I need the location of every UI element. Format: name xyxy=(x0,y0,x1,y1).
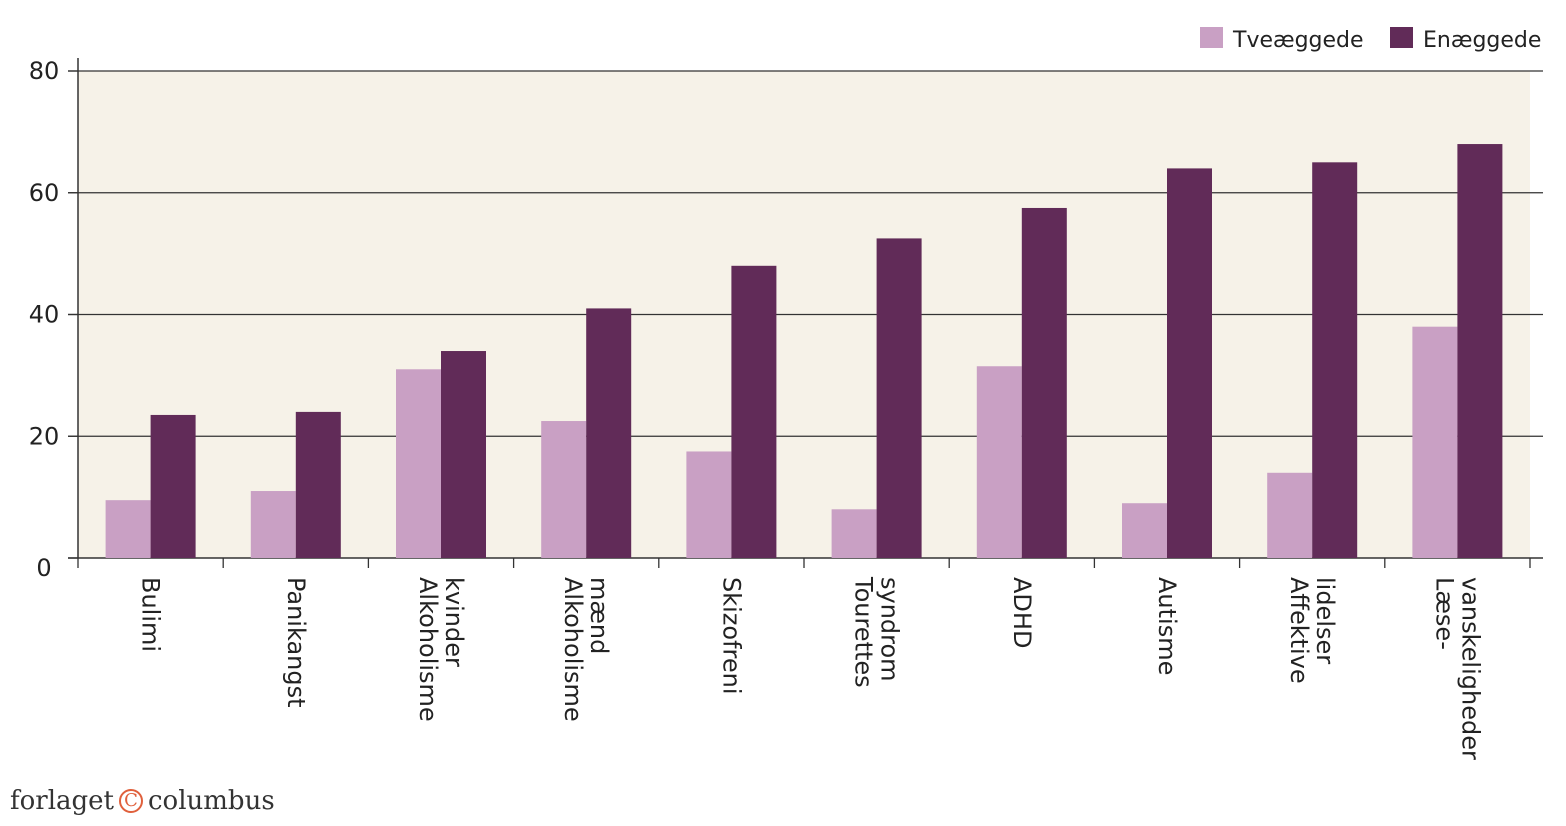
x-tick-label: Alkoholisme xyxy=(559,577,587,722)
bar-enaeggede xyxy=(1167,168,1212,558)
bar-tveaeggede xyxy=(105,500,151,558)
x-tick-label: Panikangst xyxy=(282,577,310,708)
bar-tveaeggede xyxy=(976,366,1022,558)
bar-enaeggede xyxy=(295,411,341,558)
bar-enaeggede xyxy=(441,351,486,558)
bar-tveaeggede xyxy=(1122,503,1167,558)
x-tick-label: Læse- xyxy=(1430,577,1458,650)
bar-tveaeggede xyxy=(250,491,296,558)
x-tick-label: syndrom xyxy=(876,577,904,682)
bar-enaeggede xyxy=(1457,144,1503,559)
bar-tveaeggede xyxy=(541,421,587,558)
bar-enaeggede xyxy=(586,308,632,558)
legend-label-enaeggede: Enæggede xyxy=(1423,28,1541,53)
y-tick-label: 20 xyxy=(29,422,60,450)
x-tick-label: kvinder xyxy=(440,577,468,667)
bar-enaeggede xyxy=(150,414,196,558)
bar-tveaeggede xyxy=(686,451,732,558)
bar-enaeggede xyxy=(1021,207,1067,558)
y-tick-label: 0 xyxy=(36,554,51,582)
legend-label-tveaeggede: Tveæggede xyxy=(1232,28,1364,53)
x-tick-label: Skizofreni xyxy=(717,577,745,695)
logo-text-left: forlaget xyxy=(10,786,114,816)
x-tick-label: ADHD xyxy=(1008,577,1036,648)
x-tick-label: Affektive xyxy=(1285,577,1313,684)
bar-enaeggede xyxy=(876,238,922,558)
bar-enaeggede xyxy=(731,265,777,558)
bar-tveaeggede xyxy=(1412,326,1458,558)
x-tick-label: Bulimi xyxy=(137,577,165,652)
x-tick-label: mænd xyxy=(585,577,613,654)
copyright-circle-icon: C xyxy=(119,789,143,813)
x-tick-label: Tourettes xyxy=(850,576,878,688)
y-tick-label: 80 xyxy=(29,57,60,85)
x-tick-label: Alkoholisme xyxy=(414,577,442,722)
legend-swatch-tveaeggede xyxy=(1200,27,1223,48)
x-tick-label: vanskeligheder xyxy=(1456,577,1484,760)
bar-tveaeggede xyxy=(1267,472,1313,558)
x-tick-label: Autisme xyxy=(1153,577,1181,675)
x-tick-label: lidelser xyxy=(1311,577,1339,664)
bar-tveaeggede xyxy=(396,369,441,558)
y-tick-label: 40 xyxy=(29,301,60,329)
bar-tveaeggede xyxy=(831,509,877,558)
legend-swatch-enaeggede xyxy=(1390,27,1413,48)
publisher-logo: forlaget C columbus xyxy=(10,786,275,816)
bar-enaeggede xyxy=(1312,162,1358,558)
logo-text-right: columbus xyxy=(148,786,275,816)
y-tick-label: 60 xyxy=(29,179,60,207)
